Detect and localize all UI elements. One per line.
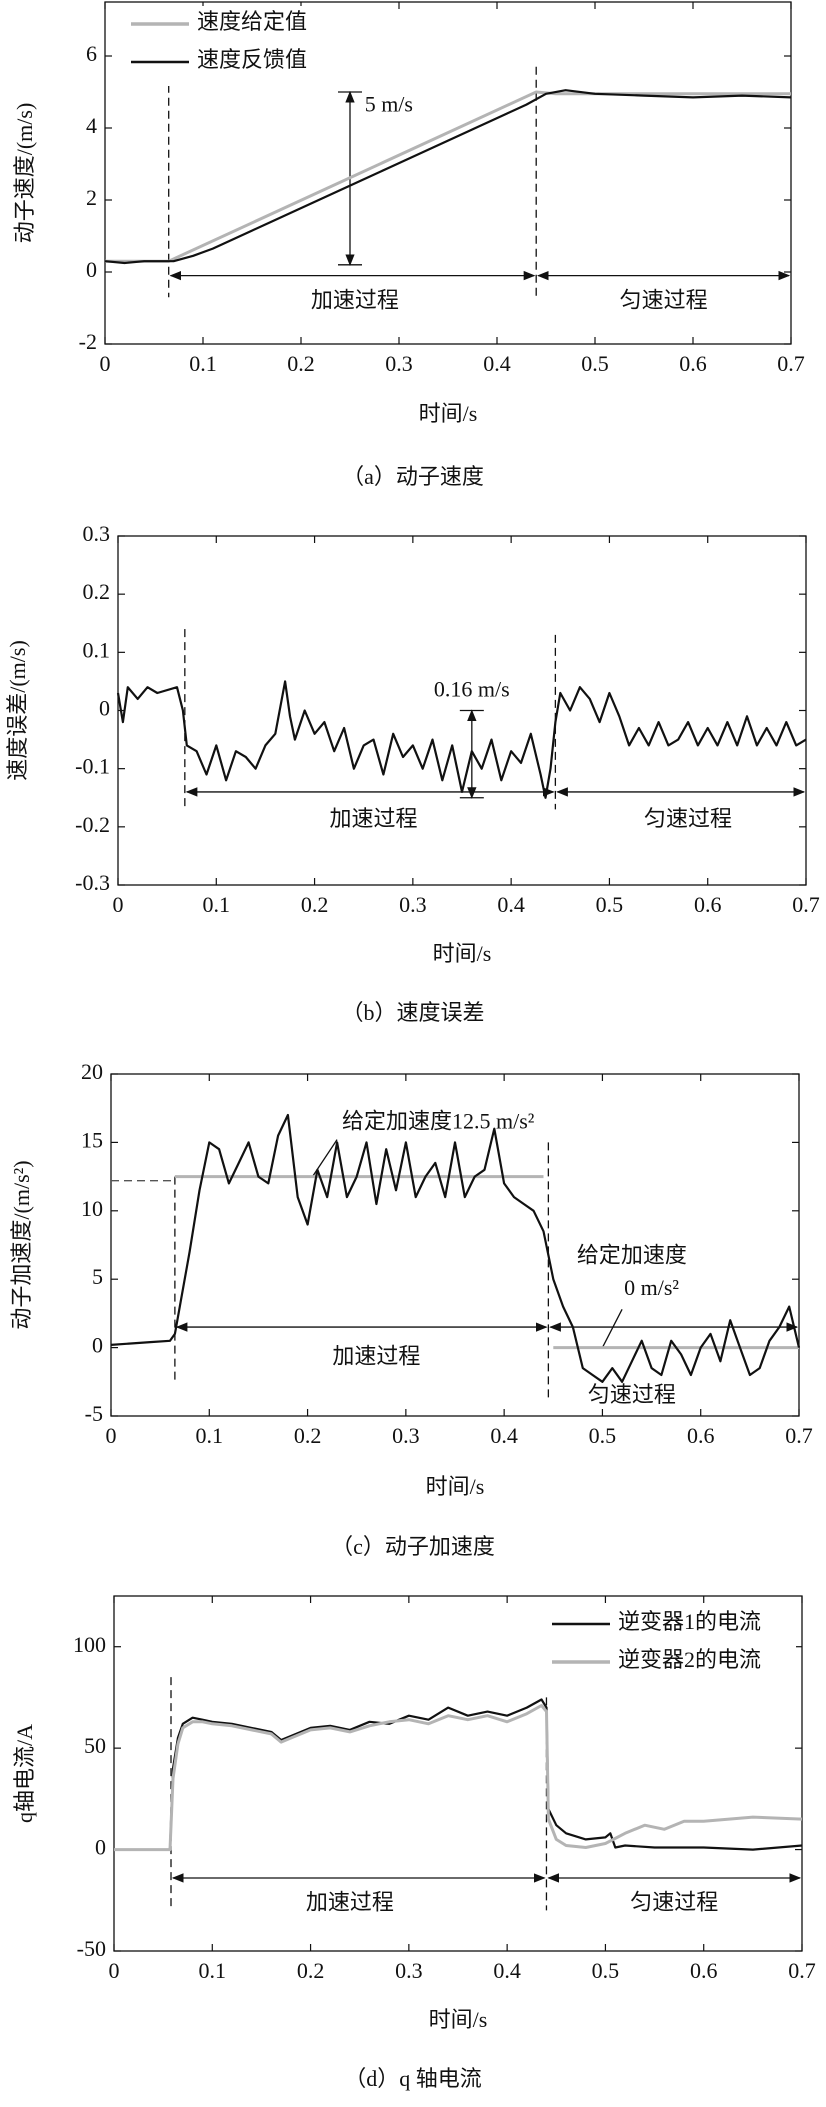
y-tick-label: 4 (86, 113, 97, 138)
x-axis-label: 时间/s (426, 1474, 485, 1499)
y-tick-label: 0 (95, 1835, 106, 1860)
series-line (116, 680, 807, 799)
y-tick-label: 20 (81, 1059, 103, 1084)
y-axis-label: 动子加速度/(m/s²) (9, 1160, 34, 1329)
annotation: 加速过程 (332, 1344, 420, 1369)
legend-box (125, 6, 375, 86)
caption: （c）动子加速度 (331, 1534, 495, 1559)
x-tick-label: 0 (106, 1423, 117, 1448)
legend-label: 速度给定值 (197, 9, 307, 34)
annotation: 匀速过程 (644, 806, 732, 831)
legend-label: 速度反馈值 (197, 47, 307, 72)
x-tick-label: 0.5 (592, 1958, 620, 1983)
x-tick-label: 0.4 (483, 351, 511, 376)
x-tick-label: 0 (113, 892, 124, 917)
x-tick-label: 0.6 (679, 351, 707, 376)
x-tick-label: 0.6 (690, 1958, 718, 1983)
legend-label: 逆变器2的电流 (618, 1647, 761, 1672)
y-axis-label: 动子速度/(m/s) (12, 103, 37, 244)
x-tick-label: 0 (100, 351, 111, 376)
y-tick-label: 0 (86, 257, 97, 282)
annotation: 加速过程 (306, 1889, 394, 1914)
y-tick-label: -0.3 (75, 870, 110, 895)
y-tick-label: 6 (86, 41, 97, 66)
legend-box (546, 1606, 796, 1686)
caption: （a）动子速度 (342, 464, 484, 489)
plot-frame (117, 535, 807, 886)
x-tick-label: 0.2 (287, 351, 315, 376)
x-axis-label: 时间/s (433, 941, 492, 966)
y-tick-label: -0.2 (75, 812, 110, 837)
y-axis-label: q轴电流/A (12, 1724, 37, 1823)
series-line (114, 1698, 803, 1851)
x-tick-label: 0.5 (589, 1423, 617, 1448)
y-tick-label: 0.1 (83, 637, 111, 662)
y-tick-label: -50 (77, 1936, 106, 1961)
x-axis-label: 时间/s (429, 2007, 488, 2032)
annotation: 匀速过程 (630, 1889, 718, 1914)
x-tick-label: 0.3 (399, 892, 427, 917)
x-tick-label: 0.5 (596, 892, 624, 917)
annotation: 0.16 m/s (434, 676, 510, 701)
y-tick-label: 0.2 (83, 579, 111, 604)
caption: （b）速度误差 (341, 1000, 484, 1025)
annotation: 加速过程 (311, 288, 399, 313)
y-tick-label: -5 (85, 1401, 103, 1426)
x-tick-label: 0.4 (490, 1423, 518, 1448)
y-axis-label: 速度误差/(m/s) (5, 640, 30, 781)
annotation: 加速过程 (330, 806, 418, 831)
y-tick-label: 2 (86, 185, 97, 210)
x-tick-label: 0.2 (301, 892, 329, 917)
x-tick-label: 0.6 (694, 892, 722, 917)
annotation: 匀速过程 (588, 1382, 676, 1407)
y-tick-label: 0.3 (83, 521, 111, 546)
annotation: 5 m/s (365, 91, 413, 116)
annotation-leader (601, 1308, 623, 1348)
series-line (104, 89, 792, 265)
y-tick-label: 15 (81, 1127, 103, 1152)
series-line (110, 1113, 801, 1383)
x-tick-label: 0.1 (203, 892, 231, 917)
annotation: 匀速过程 (620, 288, 708, 313)
y-tick-label: 100 (73, 1632, 106, 1657)
y-tick-label: 50 (84, 1733, 106, 1758)
x-tick-label: 0.7 (777, 351, 805, 376)
x-tick-label: 0.3 (392, 1423, 420, 1448)
x-tick-label: 0.2 (294, 1423, 322, 1448)
x-tick-label: 0.7 (788, 1958, 816, 1983)
x-tick-label: 0.4 (497, 892, 525, 917)
annotation: 给定加速度 (577, 1242, 687, 1267)
annotation: 0 m/s² (624, 1275, 679, 1300)
x-tick-label: 0.7 (785, 1423, 813, 1448)
y-tick-label: -0.1 (75, 754, 110, 779)
x-tick-label: 0 (109, 1958, 120, 1983)
series-line (114, 1704, 803, 1852)
annotation: 给定加速度12.5 m/s² (342, 1108, 535, 1133)
x-tick-label: 0.4 (493, 1958, 521, 1983)
x-tick-label: 0.7 (792, 892, 820, 917)
x-tick-label: 0.3 (395, 1958, 423, 1983)
x-tick-label: 0.1 (199, 1958, 227, 1983)
y-tick-label: -2 (79, 329, 97, 354)
x-tick-label: 0.5 (581, 351, 609, 376)
y-tick-label: 5 (92, 1264, 103, 1289)
x-tick-label: 0.2 (297, 1958, 325, 1983)
x-tick-label: 0.6 (687, 1423, 715, 1448)
y-tick-label: 10 (81, 1196, 103, 1221)
y-tick-label: 0 (92, 1333, 103, 1358)
x-tick-label: 0.1 (189, 351, 217, 376)
legend-label: 逆变器1的电流 (618, 1609, 761, 1634)
x-tick-label: 0.1 (196, 1423, 224, 1448)
x-axis-label: 时间/s (419, 401, 478, 426)
x-tick-label: 0.3 (385, 351, 413, 376)
y-tick-label: 0 (99, 696, 110, 721)
caption: （d）q 轴电流 (344, 2066, 482, 2091)
